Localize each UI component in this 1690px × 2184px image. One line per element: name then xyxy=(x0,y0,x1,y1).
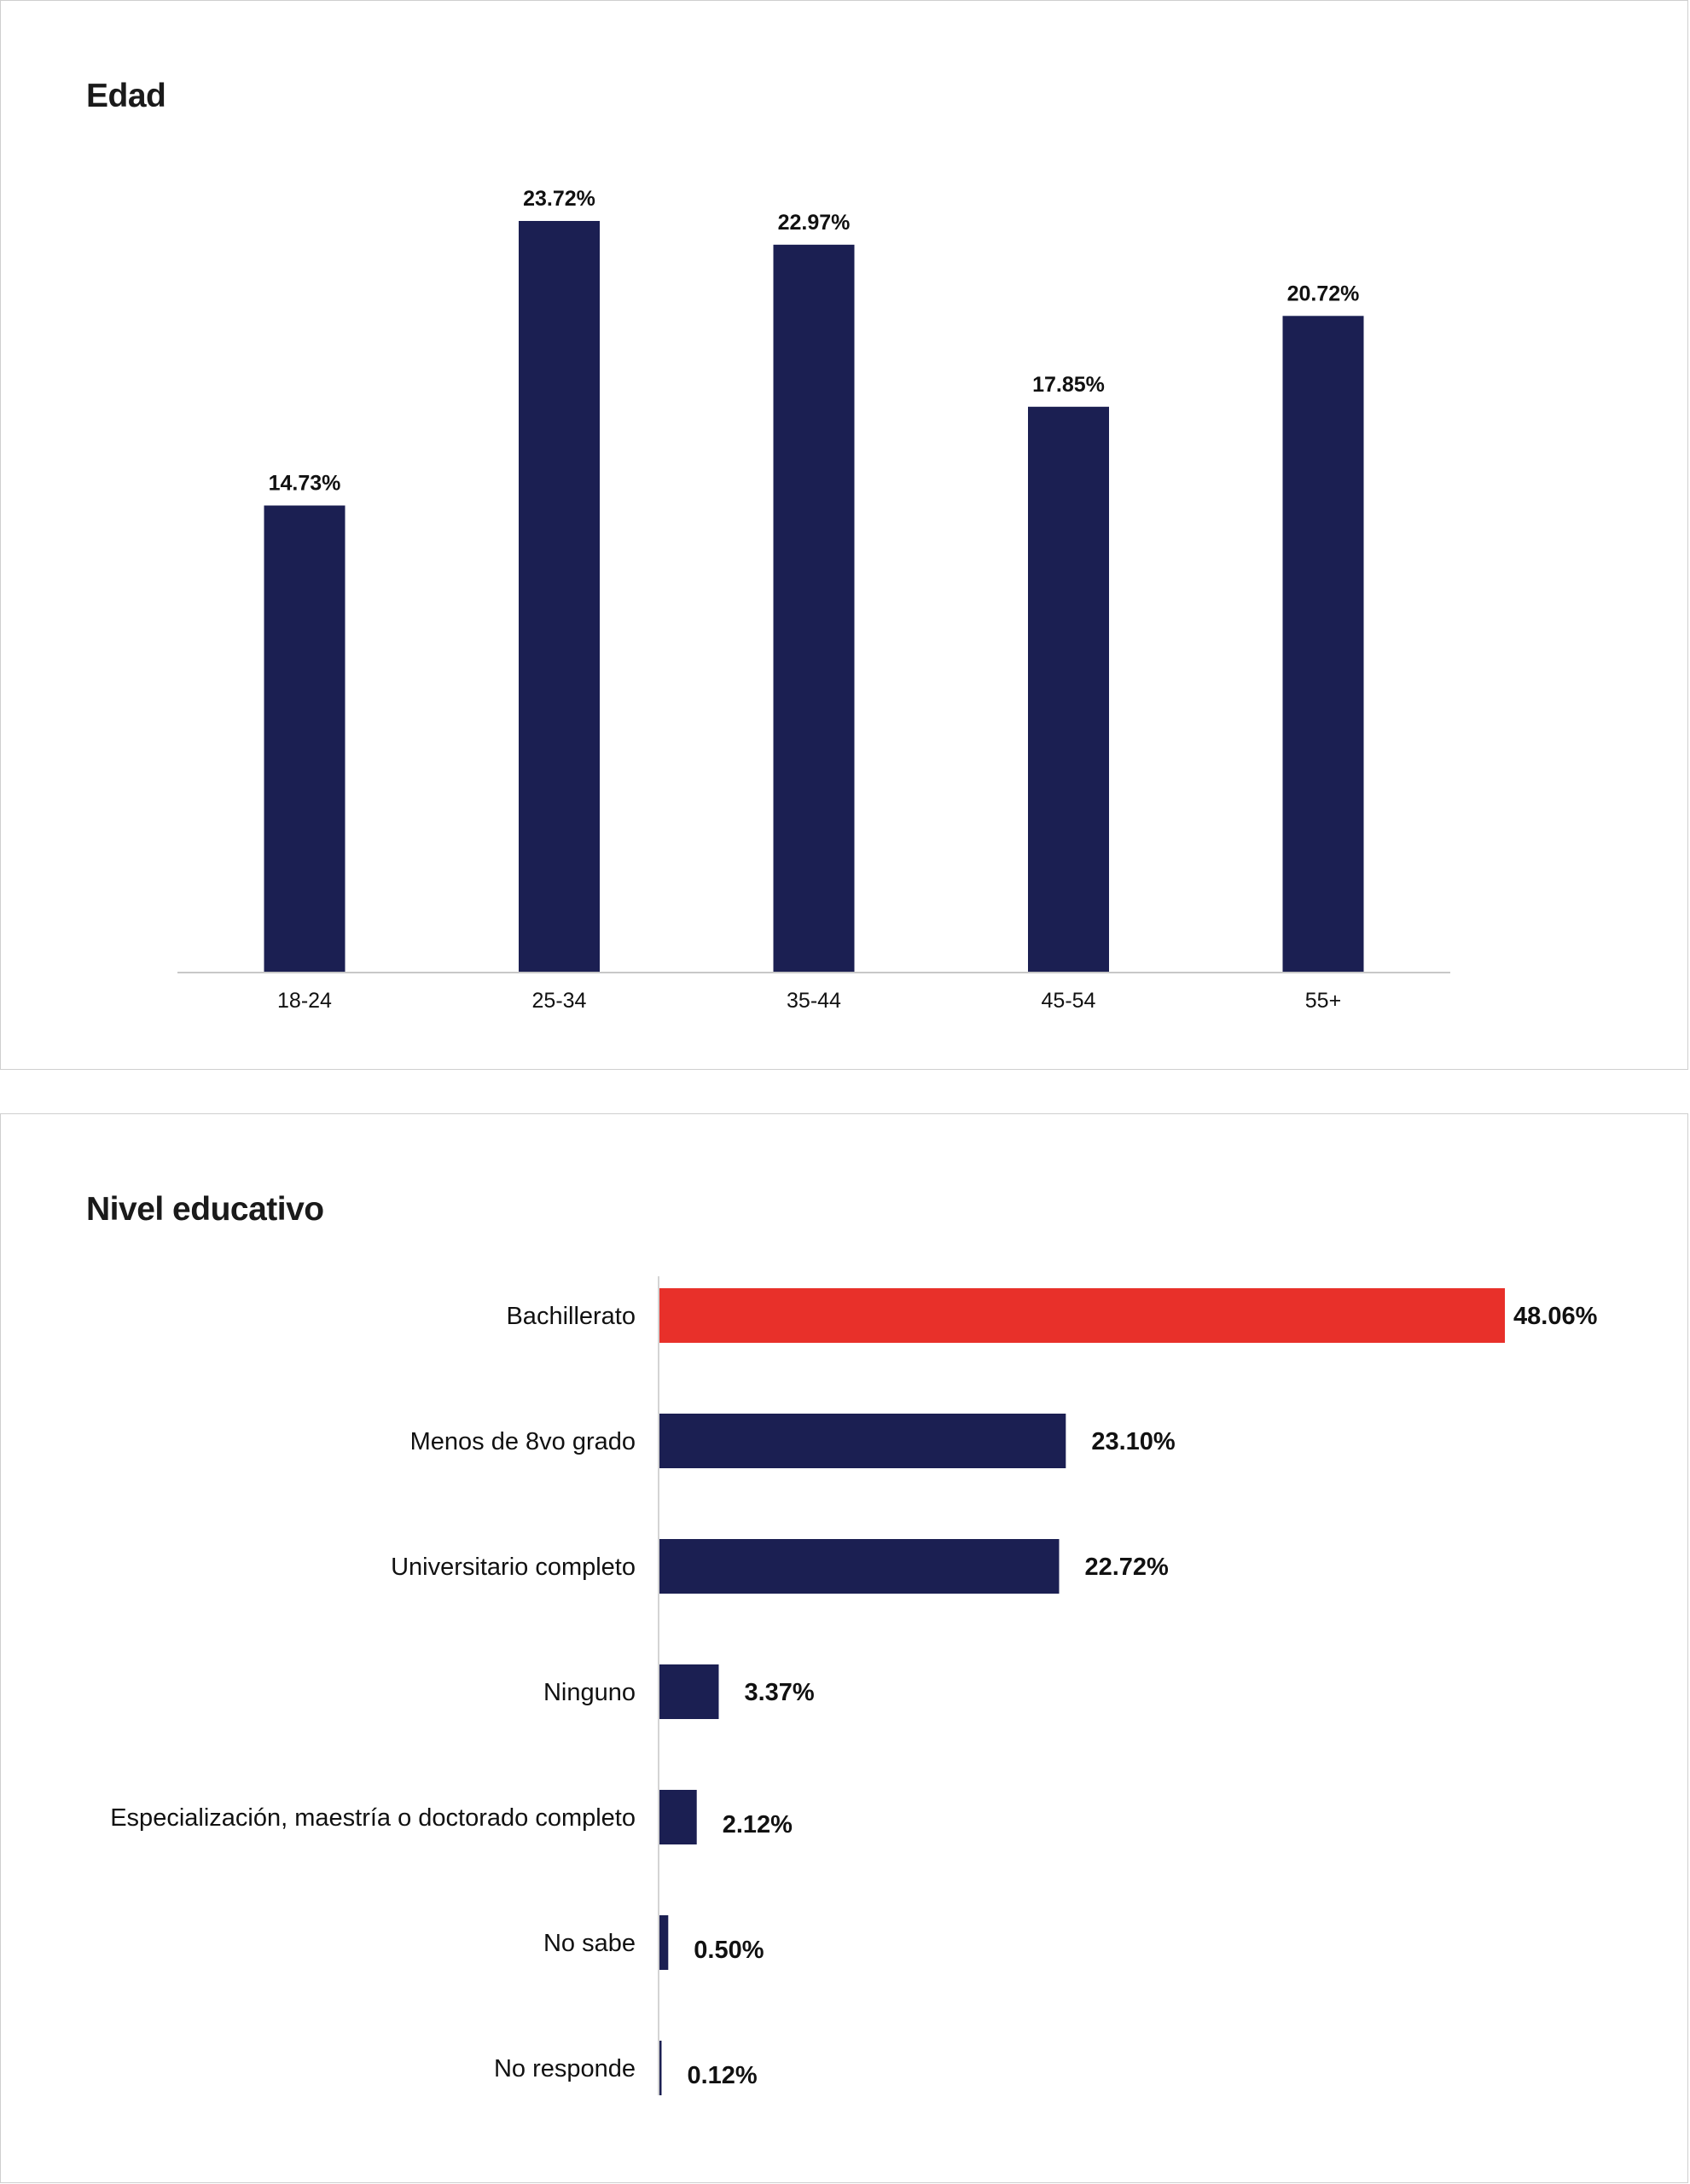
age-bar-value-label: 17.85% xyxy=(1032,373,1105,397)
education-bar-value-label: 0.12% xyxy=(687,2062,757,2089)
education-bar-value-label: 3.37% xyxy=(744,1679,814,1706)
education-bar xyxy=(659,1414,1066,1468)
education-chart-card: Nivel educativo Bachillerato 48.06% Menos … xyxy=(0,1113,1688,2183)
education-category-label: Especialización, maestría o doctorado co… xyxy=(110,1804,636,1832)
education-bar-value-label: 22.72% xyxy=(1084,1554,1169,1581)
education-bar-chart: Bachillerato 48.06% Menos de 8vo grado 23.1… xyxy=(110,1276,1598,2095)
age-bar-value-label: 14.73% xyxy=(269,472,341,496)
education-bar xyxy=(659,1915,669,1970)
age-category-label: 35-44 xyxy=(787,989,841,1013)
education-chart-title: Nivel educativo xyxy=(86,1191,324,1228)
education-category-label: Bachillerato xyxy=(506,1303,636,1330)
age-bar-value-label: 22.97% xyxy=(778,211,851,235)
education-bar xyxy=(659,1539,1060,1594)
education-category-label: No sabe xyxy=(543,1930,636,1957)
age-category-label: 45-54 xyxy=(1042,989,1096,1013)
age-bar-chart: 14.73% 18-24 23.72% 25-34 22.97% 35-44 17.85% 4… xyxy=(177,187,1450,1013)
age-chart-title: Edad xyxy=(86,78,166,114)
age-bar xyxy=(773,244,855,973)
age-bar xyxy=(1028,406,1109,972)
education-category-label: Ninguno xyxy=(543,1679,636,1706)
education-bar-value-label: 0.50% xyxy=(694,1937,764,1964)
age-chart-card: Edad 14.73% 18-24 23.72% 25-34 22.97% 35-44 17… xyxy=(0,0,1688,1070)
education-bar xyxy=(659,1288,1505,1343)
education-bar-value-label: 48.06% xyxy=(1513,1303,1598,1330)
age-bar-value-label: 23.72% xyxy=(523,187,595,211)
education-bar-value-label: 2.12% xyxy=(723,1811,793,1838)
education-bar-value-label: 23.10% xyxy=(1091,1428,1176,1455)
age-bar-value-label: 20.72% xyxy=(1287,282,1360,305)
age-category-label: 18-24 xyxy=(277,989,332,1013)
education-bar xyxy=(659,2041,662,2095)
education-bar xyxy=(659,1790,697,1844)
education-category-label: Universitario completo xyxy=(391,1554,636,1581)
education-bar xyxy=(659,1664,719,1719)
age-bar xyxy=(519,221,600,972)
age-bar xyxy=(264,505,346,972)
age-bar xyxy=(1282,316,1364,973)
age-category-label: 55+ xyxy=(1305,989,1341,1013)
education-category-label: Menos de 8vo grado xyxy=(410,1428,636,1455)
age-category-label: 25-34 xyxy=(532,989,587,1013)
education-category-label: No responde xyxy=(494,2055,636,2082)
